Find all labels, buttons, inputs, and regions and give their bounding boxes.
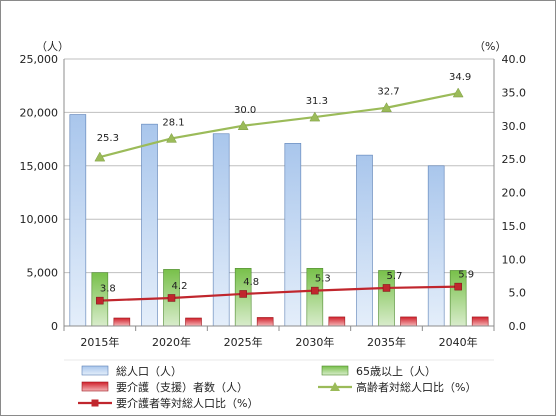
bar [256, 317, 274, 327]
legend-swatch [81, 365, 109, 376]
data-label: 4.8 [243, 277, 259, 288]
legend-label: 総人口（人） [116, 364, 182, 378]
line-point [167, 294, 176, 302]
left-tick-label: 0 [51, 320, 58, 333]
series-line [99, 285, 459, 302]
right-tick-label: 20.0 [502, 187, 527, 200]
data-label: 28.1 [162, 117, 184, 128]
data-label: 32.7 [377, 87, 399, 98]
legend-label: 要介護者等対総人口比（%） [116, 396, 258, 410]
legend-item: 高齢者対総人口比（%） [318, 380, 476, 394]
data-label: 5.9 [458, 270, 474, 281]
left-tick-label: 15,000 [20, 160, 59, 173]
bar [328, 316, 346, 327]
bar [185, 317, 202, 327]
right-tick-label: 40.0 [502, 53, 527, 66]
bar [400, 316, 417, 327]
right-tick-label: 15.0 [502, 220, 527, 233]
legend-marker [330, 382, 340, 391]
category-label: 2035年 [367, 335, 406, 349]
data-label: 4.2 [172, 281, 188, 292]
legend-item: 要介護者等対総人口比（%） [78, 396, 258, 410]
bar [141, 123, 158, 327]
legend-label: 要介護（支援）者数（人） [116, 380, 248, 394]
line-point [452, 87, 464, 98]
category-label: 2025年 [224, 335, 263, 349]
bar [284, 143, 302, 327]
line-point [96, 296, 104, 305]
legend-swatch [81, 381, 109, 392]
category-label: 2040年 [439, 335, 478, 349]
data-label: 25.3 [97, 133, 119, 144]
line-point [237, 120, 249, 130]
left-tick-label: 20,000 [20, 106, 59, 119]
legend-item: 総人口（人） [81, 364, 182, 378]
left-tick-label: 5,000 [27, 267, 59, 280]
right-tick-label: 0.0 [509, 320, 527, 333]
right-tick-label: 25.0 [502, 153, 527, 166]
data-label: 5.7 [387, 271, 403, 282]
line-point [309, 111, 321, 122]
line-point [454, 282, 462, 291]
legend-item: 65歳以上（人） [321, 365, 436, 378]
bar [212, 133, 230, 327]
legend-label: 高齢者対総人口比（%） [356, 380, 476, 394]
line-point [311, 286, 319, 295]
line-point [382, 284, 391, 292]
left-tick-label: 25,000 [20, 53, 59, 66]
bar [471, 316, 489, 327]
bar [69, 114, 87, 327]
line-point [239, 290, 247, 298]
line-point [381, 102, 392, 112]
category-label: 2015年 [80, 335, 119, 349]
right-tick-label: 10.0 [502, 253, 527, 266]
right-tick-label: 30.0 [502, 120, 527, 133]
line-point [94, 151, 106, 162]
data-label: 30.0 [234, 105, 256, 116]
data-label: 31.3 [306, 96, 328, 107]
legend-marker [91, 399, 99, 407]
legend-swatch [321, 365, 349, 376]
legend-label: 65歳以上（人） [356, 365, 436, 378]
legend-item: 要介護（支援）者数（人） [81, 380, 248, 394]
left-tick-label: 10,000 [20, 213, 59, 226]
right-axis-unit: （%） [474, 40, 506, 53]
category-label: 2020年 [152, 335, 191, 349]
right-tick-label: 35.0 [502, 86, 527, 99]
right-tick-label: 5.0 [509, 287, 527, 300]
series-line [99, 91, 459, 159]
category-label: 2030年 [295, 335, 334, 349]
data-label: 3.8 [100, 284, 116, 295]
line-point [166, 132, 177, 143]
data-label: 5.3 [315, 274, 331, 285]
bar [113, 317, 131, 327]
left-axis-unit: （人） [36, 40, 69, 53]
bar [356, 154, 373, 327]
bar [427, 165, 445, 327]
data-label: 34.9 [449, 72, 471, 83]
